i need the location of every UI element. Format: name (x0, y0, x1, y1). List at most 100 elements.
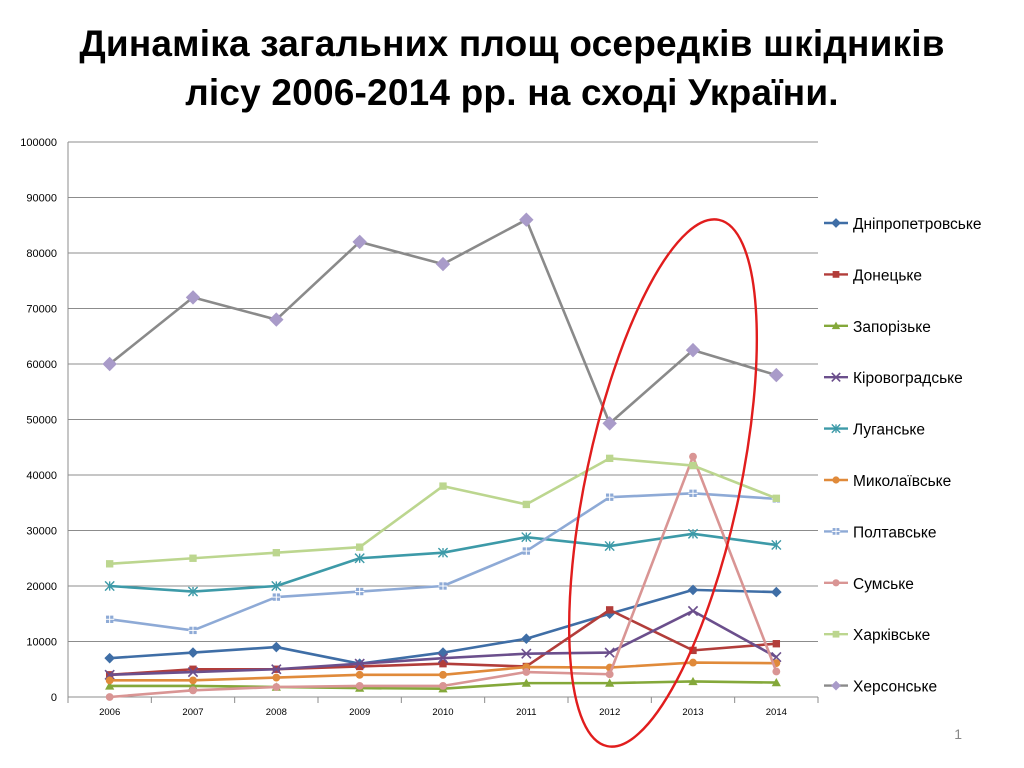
data-point-2011 (521, 546, 531, 556)
y-tick-label-3: 30000 (26, 526, 57, 538)
data-point-2008 (272, 683, 281, 691)
data-point-2007 (187, 666, 199, 678)
legend-label: Харківське (853, 627, 930, 644)
legend-label: Луганське (853, 422, 925, 439)
y-tick-label-2: 20000 (26, 581, 57, 593)
data-point-2014 (771, 586, 782, 598)
data-point-2006 (104, 652, 115, 664)
legend-marker (831, 680, 841, 691)
data-point-2006 (105, 681, 115, 690)
x-axis-ticks: 2006 2007 2008 2009 2010 2011 2012 2013 2014 (67, 697, 819, 718)
legend-item: Луганське (824, 422, 925, 439)
data-point-2010 (437, 652, 449, 664)
series-4 (104, 605, 782, 680)
title-line-2: лісу 2006-2014 рр. на сході України. (185, 71, 839, 113)
x-tick-label-2006: 2006 (99, 707, 120, 718)
data-point-2009 (354, 553, 365, 564)
data-point-2009 (355, 670, 364, 679)
data-point-2013 (689, 646, 697, 655)
data-point-2013 (687, 528, 699, 539)
page-number: 1 (954, 726, 962, 742)
data-point-2008 (272, 673, 281, 682)
series-7 (105, 488, 781, 635)
x-tick-label-2009: 2009 (349, 707, 370, 718)
series-9 (105, 454, 781, 568)
y-tick-label-5: 50000 (26, 415, 57, 427)
data-point-2013 (688, 676, 698, 686)
legend-item: Донецьке (824, 267, 922, 284)
y-tick-label-9: 90000 (26, 193, 57, 205)
data-point-2013 (687, 605, 699, 617)
data-point-2007 (189, 665, 197, 673)
x-tick-label-2007: 2007 (182, 707, 203, 718)
legend-marker (831, 218, 841, 228)
data-point-2008 (271, 580, 282, 592)
data-point-2006 (104, 669, 115, 680)
data-point-2013 (685, 342, 701, 358)
data-point-2010 (439, 482, 447, 490)
legend-item: Сумське (824, 576, 914, 593)
data-point-2010 (437, 547, 449, 558)
data-point-2010 (438, 581, 448, 591)
highlight-ellipse (567, 218, 759, 748)
slide-title: Динаміка загальних площ осередків шкідни… (20, 20, 1004, 118)
data-point-2009 (355, 662, 364, 671)
data-point-2014 (771, 677, 781, 687)
y-tick-label-6: 60000 (26, 359, 57, 371)
y-tick-label-4: 40000 (26, 470, 57, 482)
series-10 (102, 212, 784, 431)
data-point-2006 (105, 693, 114, 701)
legend-marker (832, 630, 840, 638)
data-point-2009 (355, 543, 364, 551)
series-line (109, 457, 777, 566)
data-point-2013 (688, 488, 698, 498)
legend-label: Полтавське (853, 524, 936, 541)
y-tick-label-0: 0 (51, 692, 57, 704)
data-point-2008 (271, 641, 282, 653)
legend-label: Кіровоградське (853, 370, 963, 387)
data-point-2010 (439, 670, 447, 679)
legend-item: Запорізьке (824, 319, 931, 336)
data-point-2011 (522, 668, 531, 676)
data-point-2014 (772, 667, 781, 676)
legend: Дніпропетровське Донецьке Запорізьке Кірово… (824, 216, 981, 696)
data-point-2012 (604, 540, 615, 552)
data-point-2009 (355, 586, 365, 597)
legend-item: Миколаївське (824, 473, 951, 490)
data-point-2007 (187, 586, 199, 597)
legend-marker (832, 476, 840, 484)
legend-label: Миколаївське (853, 473, 951, 490)
y-tick-label-10: 100000 (20, 137, 57, 149)
data-point-2006 (104, 580, 115, 592)
series-8 (105, 452, 781, 701)
data-point-2012 (605, 606, 614, 614)
y-tick-label-7: 70000 (26, 304, 57, 316)
legend-item: Кіровоградське (824, 370, 963, 387)
data-point-2006 (105, 676, 114, 685)
legend-label: Сумське (853, 576, 914, 593)
data-point-2010 (439, 681, 447, 690)
series-line (109, 492, 777, 632)
legend-item: Харківське (824, 627, 930, 644)
legend-item: Полтавське (824, 524, 936, 541)
series-line (108, 218, 777, 425)
legend-label: Запорізьке (853, 319, 931, 336)
data-point-2006 (102, 356, 117, 372)
data-point-2011 (522, 500, 531, 509)
x-tick-label-2012: 2012 (599, 707, 620, 718)
data-point-2014 (772, 494, 781, 502)
data-point-2013 (687, 584, 699, 596)
series-1 (104, 584, 782, 670)
data-point-2011 (521, 633, 532, 645)
data-point-2011 (521, 678, 531, 687)
data-point-2012 (605, 492, 615, 502)
data-point-2007 (185, 290, 201, 305)
series-6 (105, 658, 781, 685)
data-point-2007 (189, 686, 197, 695)
data-point-2006 (105, 560, 114, 568)
data-point-2006 (105, 614, 115, 624)
legend-item: Херсонське (824, 679, 937, 696)
data-point-2011 (521, 532, 532, 543)
data-point-2012 (604, 647, 615, 658)
